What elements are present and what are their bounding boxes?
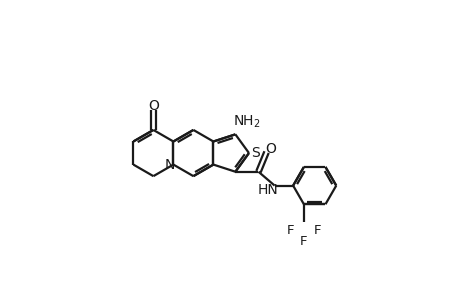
Text: O: O [265, 142, 276, 156]
Text: HN: HN [257, 183, 278, 197]
Text: F: F [286, 224, 294, 237]
Text: O: O [148, 99, 158, 113]
Text: NH$_2$: NH$_2$ [233, 113, 260, 130]
Text: S: S [250, 146, 259, 160]
Text: F: F [300, 235, 307, 248]
Text: N: N [164, 158, 174, 172]
Text: F: F [313, 224, 320, 237]
